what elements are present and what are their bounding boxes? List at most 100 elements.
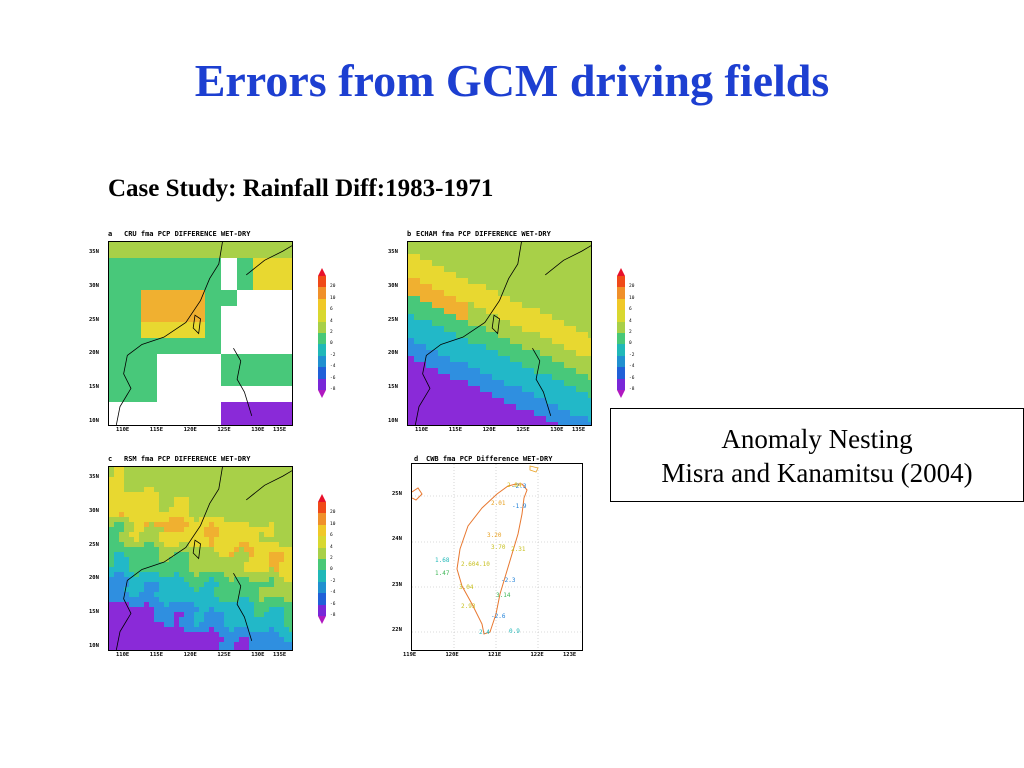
colorbar-b: 20 10 6 4 2 0 -2 -4 -6 -8 (617, 268, 634, 398)
islands-coast (233, 470, 292, 641)
colorbar-tick-label: 2 (330, 556, 333, 561)
y-tick-label: 15N (89, 384, 99, 391)
coastline (115, 242, 223, 425)
station-value-label: 1.47 (435, 570, 450, 577)
colorbar-swatch (617, 344, 625, 356)
panel-c-title: RSM fma PCP DIFFERENCE WET-DRY (124, 455, 251, 463)
y-tick-label: 22N (392, 627, 402, 633)
station-value-label: 2.84 (507, 482, 522, 489)
colorbar-tick-label: -8 (330, 387, 336, 392)
colorbar-tick-label: -2 (629, 352, 635, 358)
colorbar-tick-label: -4 (330, 590, 336, 596)
left-coast (412, 487, 423, 501)
station-value-label: -2.6 (491, 613, 506, 620)
colorbar-swatch (617, 367, 625, 379)
slide-subtitle: Case Study: Rainfall Diff:1983-1971 (108, 175, 494, 202)
x-tick-label: 135E (572, 427, 586, 433)
colorbar-tick-label: 6 (330, 533, 333, 539)
station-value-label: 3.70 (491, 544, 506, 551)
islands-coast (532, 245, 591, 416)
x-tick-label: 120E (445, 652, 459, 658)
station-value-label: 3.20 (487, 532, 502, 539)
colorbar-tick-label: 6 (330, 307, 333, 313)
colorbar-swatch (318, 581, 326, 594)
y-tick-label: 30N (388, 282, 398, 289)
colorbar-swatch (318, 604, 326, 616)
y-tick-label: 35N (89, 249, 99, 255)
x-tick-label: 115E (149, 652, 164, 658)
colorbar-swatch (617, 333, 625, 345)
x-tick-label: 125E (217, 652, 231, 658)
x-tick-label: 123E (563, 652, 577, 658)
colorbar-swatch (318, 287, 326, 299)
map-echam (407, 241, 592, 426)
colorbar-tick-label: 10 (629, 295, 635, 301)
x-tick-label: 130E (251, 427, 265, 433)
coastline (115, 467, 223, 650)
colorbar-swatch (318, 344, 326, 356)
colorbar-swatch (318, 547, 326, 559)
x-tick-label: 120E (183, 427, 197, 433)
station-value-label: 2.01 (491, 500, 506, 507)
x-tick-label: 115E (448, 427, 463, 433)
y-tick-label: 30N (89, 282, 99, 289)
y-tick-label: 35N (388, 249, 398, 255)
station-value-label: 3.14 (496, 592, 511, 599)
top-island (529, 465, 539, 473)
map-rsm (108, 466, 293, 651)
map-cwb (411, 463, 583, 651)
colorbar-swatch (617, 298, 625, 311)
station-value-label: -2.3 (501, 577, 516, 584)
panel-d-title: CWB fma PCP Difference WET-DRY (426, 455, 553, 463)
x-tick-label: 115E (149, 427, 164, 433)
y-tick-label: 25N (392, 491, 402, 497)
colorbar-swatch (617, 310, 625, 322)
station-value-label: 2.31 (511, 546, 526, 553)
colorbar-swatch (318, 276, 326, 288)
x-tick-label: 130E (251, 652, 265, 658)
colorbar-swatch (318, 390, 326, 398)
y-tick-label: 20N (89, 575, 99, 582)
y-tick-label: 20N (89, 350, 99, 357)
islands-coast (233, 245, 292, 416)
map-cru (108, 241, 293, 426)
colorbar-tick-label: -4 (629, 364, 635, 370)
x-tick-label: 125E (217, 427, 231, 433)
annotation-box: Anomaly Nesting Misra and Kanamitsu (200… (610, 408, 1024, 502)
x-tick-label: 125E (516, 427, 530, 433)
colorbar-swatch (318, 355, 326, 368)
field-raster (408, 242, 591, 425)
colorbar-swatch (318, 524, 326, 537)
colorbar-swatch (617, 321, 625, 333)
colorbar-tick-label: -6 (330, 601, 336, 607)
y-tick-label: 35N (89, 474, 99, 480)
colorbar-a: 20 10 6 4 2 0 -2 -4 -6 -8 (318, 268, 335, 398)
x-tick-label: 121E (488, 652, 502, 658)
x-tick-label: 135E (273, 652, 287, 658)
colorbar-tick-label: -2 (330, 578, 336, 584)
colorbar-swatch (318, 559, 326, 571)
field-raster (109, 467, 292, 650)
x-tick-label: 120E (183, 652, 197, 658)
colorbar-swatch (318, 502, 326, 514)
colorbar-tick-label: -4 (330, 364, 336, 370)
station-value-label: 0.9 (509, 628, 520, 635)
y-tick-label: 24N (392, 536, 402, 543)
y-tick-label: 10N (388, 418, 398, 424)
x-tick-label: 120E (482, 427, 496, 433)
colorbar-swatch (318, 570, 326, 582)
station-value-label: 3.04 (459, 584, 474, 591)
station-value-label: -2.3 (512, 483, 527, 490)
colorbar-tick-label: 6 (629, 307, 632, 313)
y-tick-label: 25N (89, 316, 99, 323)
colorbar-swatch (318, 494, 326, 502)
x-tick-label: 119E (403, 652, 417, 658)
y-tick-label: 20N (388, 350, 398, 357)
colorbar-swatch (318, 367, 326, 379)
colorbar-tick-label: -2 (330, 352, 336, 358)
colorbar-tick-label: 10 (330, 295, 336, 301)
panel-b-title: ECHAM fma PCP DIFFERENCE WET-DRY (416, 230, 551, 238)
colorbar-tick-label: 10 (330, 521, 336, 527)
station-value-label: 2.93 (461, 603, 476, 610)
colorbar-tick-label: 2 (330, 330, 333, 335)
